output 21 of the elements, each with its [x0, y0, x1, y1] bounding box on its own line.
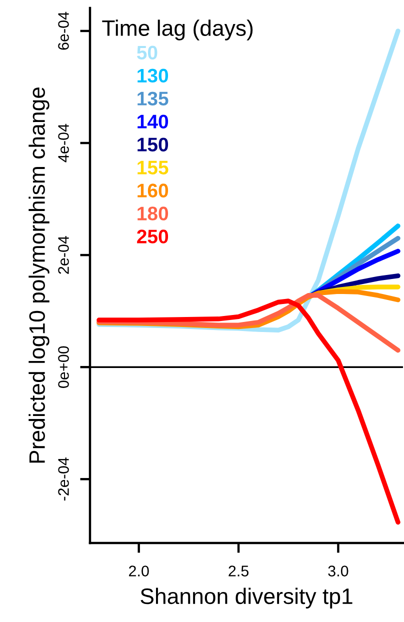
- text: 250: [137, 230, 168, 244]
- text: 180: [138, 206, 168, 220]
- x-tick-label: 2.5: [228, 566, 249, 576]
- x-tick-label: 2.0: [128, 566, 149, 576]
- text: 130: [138, 68, 168, 83]
- text: 155: [138, 160, 168, 174]
- text: 160: [138, 184, 168, 198]
- text: 150: [138, 138, 168, 152]
- y-axis-title: Predicted log10 polymorphism change: [28, 87, 50, 463]
- text: 140: [138, 114, 168, 128]
- y-tick-label: -2e-04: [58, 458, 69, 501]
- text: 50: [136, 46, 158, 60]
- line-series: [96, 298, 400, 525]
- x-axis-title: Shannon diversity tp1: [140, 588, 352, 609]
- x-tick-label: 3.0: [328, 566, 348, 576]
- text: 135: [138, 92, 168, 106]
- y-tick-label: 4e-04: [58, 124, 69, 162]
- y-tick-label: 0e+00: [58, 346, 69, 388]
- y-tick-label: 2e-04: [58, 236, 69, 274]
- y-tick-label: 6e-04: [58, 12, 69, 50]
- legend-title: Time lag (days): [102, 20, 253, 40]
